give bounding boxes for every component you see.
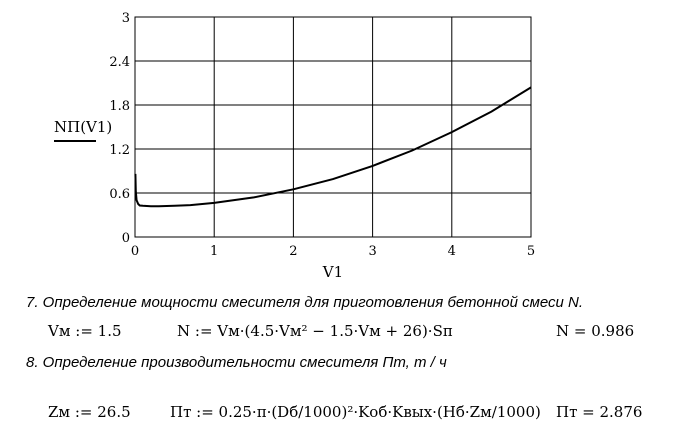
x-tick-label: 5 xyxy=(527,244,535,259)
line-chart: 0 1 2 3 4 5 0 0.6 1.2 1.8 2.4 3 V1 xyxy=(109,11,535,281)
x-tick-label: 4 xyxy=(448,244,456,259)
y-tick-label: 1.2 xyxy=(109,143,130,158)
vm-assignment: Vм := 1.5 xyxy=(48,322,122,340)
series-line xyxy=(134,86,532,208)
y-tick-label: 2.4 xyxy=(109,55,130,70)
plot-frame xyxy=(134,16,532,238)
zm-assignment: Zм := 26.5 xyxy=(48,403,131,421)
x-tick-label: 0 xyxy=(131,244,139,259)
x-axis-label: V1 xyxy=(322,263,343,281)
section-7-title: 7. Определение мощности смесителя для пр… xyxy=(26,294,584,311)
throughput-formula: Пт := 0.25·π·(Dб/1000)²·Kоб·Kвых·(Hб·Zм/… xyxy=(170,403,541,421)
y-tick-label: 3 xyxy=(122,11,130,26)
power-result: N = 0.986 xyxy=(556,322,635,340)
x-tick-label: 2 xyxy=(289,244,297,259)
y-axis-label-underline xyxy=(54,140,96,142)
x-tick-label: 1 xyxy=(210,244,218,259)
x-tick-label: 3 xyxy=(368,244,376,259)
y-tick-label: 1.8 xyxy=(109,99,130,114)
section-8-title: 8. Определение производительности смесит… xyxy=(26,354,447,371)
throughput-result: Пт = 2.876 xyxy=(556,403,643,421)
tick-labels: 0 1 2 3 4 5 0 0.6 1.2 1.8 2.4 3 xyxy=(109,11,535,259)
y-axis-label: NП(V1) xyxy=(54,118,113,136)
y-tick-label: 0.6 xyxy=(109,187,130,202)
y-tick-label: 0 xyxy=(122,231,130,246)
power-formula: N := Vм·(4.5·Vм² − 1.5·Vм + 26)·Sп xyxy=(177,322,453,340)
